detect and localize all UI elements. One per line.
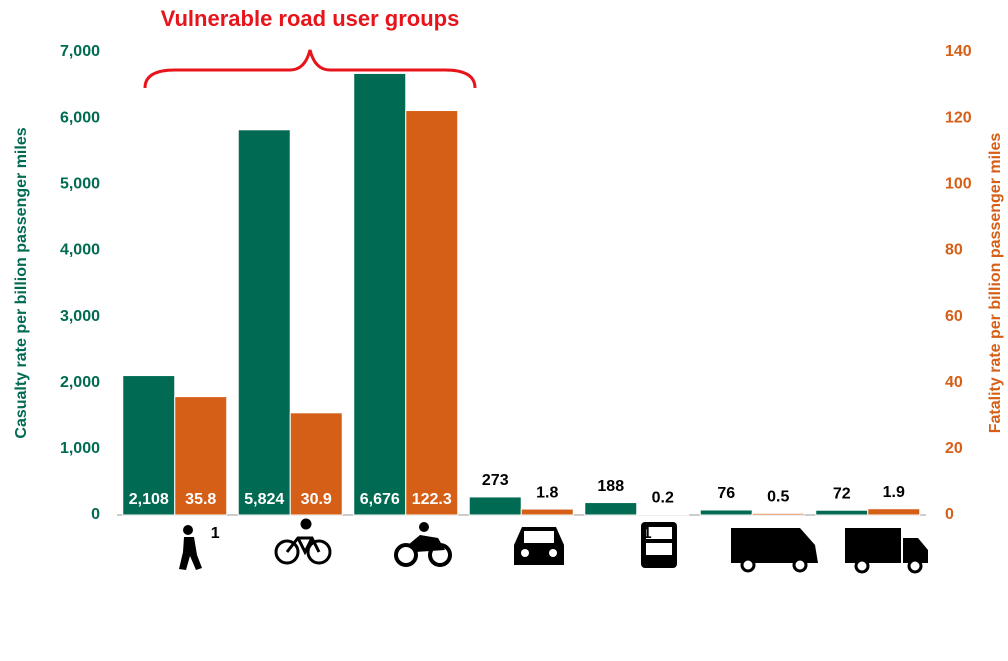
pedestrian-icon	[179, 525, 202, 570]
data-label: 1.8	[536, 484, 558, 501]
y-tick-label: 4,000	[60, 242, 100, 259]
y2-tick-label: 60	[945, 308, 963, 325]
bar	[520, 508, 574, 516]
y2-tick-label: 100	[945, 176, 972, 193]
y2-tick-label: 40	[945, 374, 963, 391]
y2-tick-label: 140	[945, 43, 972, 60]
bar	[751, 512, 805, 516]
y-tick-label: 2,000	[60, 374, 100, 391]
y2-tick-label: 20	[945, 440, 963, 457]
y-axis-title: Casualty rate per billion passenger mile…	[13, 127, 30, 438]
y-tick-label: 7,000	[60, 43, 100, 60]
brace	[143, 49, 477, 89]
bus-icon	[641, 522, 677, 568]
data-label: 1.9	[883, 484, 905, 501]
data-label: 5,824	[244, 491, 284, 508]
data-label: 35.8	[185, 491, 216, 508]
bar	[867, 508, 921, 516]
truck-icon	[845, 528, 928, 574]
category-note: 1	[211, 525, 220, 542]
category-note: 1	[643, 525, 652, 542]
bar	[815, 509, 869, 516]
data-label: 6,676	[360, 491, 400, 508]
bar	[584, 502, 638, 516]
y2-tick-label: 120	[945, 109, 972, 126]
data-label: 122.3	[412, 491, 452, 508]
bar	[636, 513, 690, 516]
bar	[468, 496, 522, 516]
y-tick-label: 1,000	[60, 440, 100, 457]
bar	[122, 375, 176, 516]
data-label: 2,108	[129, 491, 169, 508]
motorcycle-icon	[394, 522, 452, 567]
bar	[353, 72, 407, 516]
bar	[174, 396, 228, 516]
data-label: 0.5	[767, 489, 789, 506]
bar	[237, 129, 291, 516]
bar	[699, 509, 753, 516]
bicycle-icon	[274, 518, 332, 565]
icons	[179, 518, 928, 574]
y-tick-label: 0	[91, 506, 100, 523]
bar	[405, 110, 459, 516]
y2-tick-label: 80	[945, 242, 963, 259]
car-icon	[514, 527, 564, 565]
data-label: 0.2	[652, 490, 674, 507]
y2-axis-title: Fatality rate per billion passenger mile…	[987, 133, 1004, 434]
data-label: 188	[597, 478, 624, 495]
data-label: 273	[482, 472, 509, 489]
y-tick-label: 6,000	[60, 109, 100, 126]
data-label: 72	[833, 485, 851, 502]
van-icon	[731, 528, 818, 573]
annotation: Vulnerable road user groups	[161, 6, 460, 31]
data-label: 76	[717, 485, 735, 502]
bar	[289, 412, 343, 516]
y-tick-label: 3,000	[60, 308, 100, 325]
data-label: 30.9	[301, 491, 332, 508]
y-tick-label: 5,000	[60, 176, 100, 193]
y2-tick-label: 0	[945, 506, 954, 523]
